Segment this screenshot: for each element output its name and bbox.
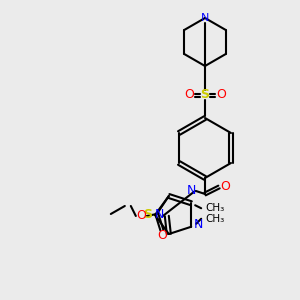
Text: O: O	[136, 209, 146, 223]
Text: S: S	[143, 208, 152, 221]
Text: O: O	[220, 181, 230, 194]
Text: N: N	[186, 184, 196, 197]
Text: CH₃: CH₃	[206, 203, 225, 213]
Text: CH₃: CH₃	[206, 214, 225, 224]
Text: N: N	[201, 13, 209, 23]
Text: N: N	[155, 208, 164, 220]
Text: O: O	[216, 88, 226, 101]
Text: O: O	[184, 88, 194, 101]
Text: O: O	[157, 230, 167, 242]
Text: S: S	[200, 88, 209, 101]
Text: N: N	[194, 218, 203, 231]
